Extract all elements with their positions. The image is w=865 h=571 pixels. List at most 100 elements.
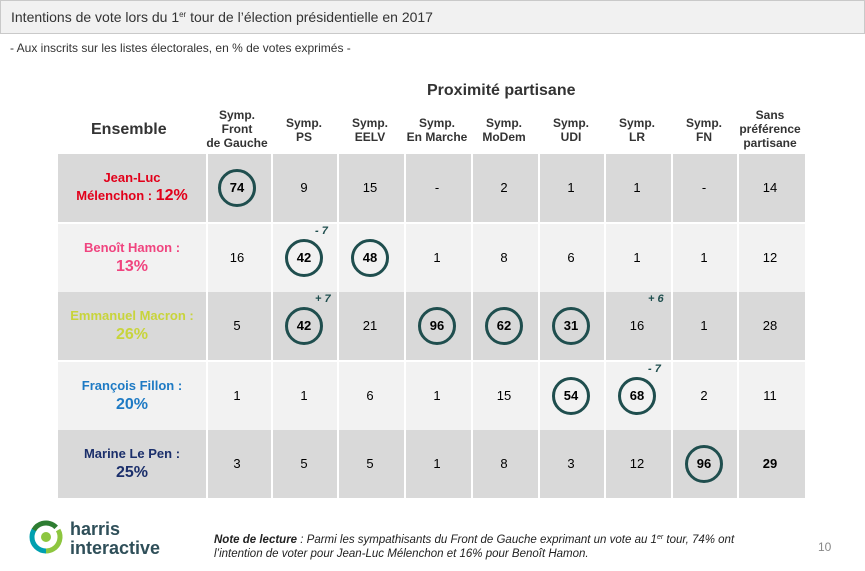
table-row — [58, 224, 805, 292]
column-separator — [271, 430, 273, 498]
column-header: Symp. PS — [269, 116, 339, 144]
candidate-name: Mélenchon : 12% — [58, 187, 206, 205]
column-separator — [671, 154, 673, 222]
column-header-line: partisane — [743, 136, 797, 150]
column-separator — [538, 154, 540, 222]
candidate-label: Marine Le Pen : 25% — [58, 445, 206, 483]
candidate-name: Jean-Luc — [103, 170, 161, 185]
column-header-line: Symp. — [218, 108, 255, 122]
candidate-pct: 25% — [115, 464, 149, 481]
slide-title: Intentions de vote lors du 1er tour de l… — [11, 9, 433, 25]
column-header-line: de Gauche — [206, 136, 268, 150]
value-cell: 5 — [300, 456, 308, 471]
table-row — [58, 154, 805, 222]
column-separator — [671, 362, 673, 430]
candidate-label: Benoît Hamon : 13% — [58, 239, 206, 277]
column-separator — [538, 430, 540, 498]
column-separator — [471, 362, 473, 430]
value-cell: 9 — [300, 180, 308, 195]
value-cell: 62 — [496, 318, 512, 333]
value-cell: 1 — [433, 456, 441, 471]
candidate-name: Emmanuel Macron : — [70, 308, 194, 323]
column-separator — [737, 430, 739, 498]
column-header: Symp. EELV — [335, 116, 405, 144]
column-separator — [404, 292, 406, 360]
value-cell: 42 — [296, 318, 312, 333]
highlight-ring — [552, 307, 590, 345]
column-header-line: En Marche — [406, 130, 468, 144]
column-separator — [604, 224, 606, 292]
value-cell: 28 — [762, 318, 778, 333]
column-separator — [737, 224, 739, 292]
column-separator — [737, 362, 739, 430]
value-cell: 8 — [500, 250, 508, 265]
value-cell: 96 — [696, 456, 712, 471]
group-header: Proximité partisane — [427, 82, 576, 99]
value-cell: 15 — [362, 180, 378, 195]
value-cell: 16 — [629, 318, 645, 333]
value-cell: 42 — [296, 250, 312, 265]
column-separator — [337, 430, 339, 498]
value-cell: 2 — [500, 180, 508, 195]
column-header: Symp. En Marche — [402, 116, 472, 144]
column-header-line: UDI — [560, 130, 582, 144]
column-separator — [471, 430, 473, 498]
value-cell: 3 — [233, 456, 241, 471]
value-cell: 5 — [233, 318, 241, 333]
column-header: Symp. LR — [602, 116, 672, 144]
column-header-line: EELV — [354, 130, 386, 144]
column-separator — [538, 224, 540, 292]
candidate-label: Jean-Luc Mélenchon : 12% — [58, 169, 206, 205]
column-separator — [471, 292, 473, 360]
column-separator — [271, 154, 273, 222]
column-separator — [337, 154, 339, 222]
candidate-pct: 13% — [115, 258, 149, 275]
page-number: 10 — [818, 540, 832, 554]
column-separator — [271, 362, 273, 430]
candidate-name: Benoît Hamon : — [83, 240, 181, 255]
value-cell: 1 — [433, 250, 441, 265]
candidate-pct: 20% — [115, 396, 149, 413]
value-cell: 74 — [229, 180, 245, 195]
value-cell: 1 — [567, 180, 575, 195]
value-cell: 1 — [633, 250, 641, 265]
column-header-line: Symp. — [351, 116, 388, 130]
candidate-pct: 12% — [155, 187, 188, 204]
column-separator — [538, 362, 540, 430]
column-separator — [671, 292, 673, 360]
value-cell: 6 — [366, 388, 374, 403]
highlight-ring — [285, 239, 323, 277]
column-header: Symp. MoDem — [469, 116, 539, 144]
slide-subtitle: - Aux inscrits sur les listes électorale… — [10, 41, 351, 55]
ensemble-header: Ensemble — [91, 121, 167, 138]
column-header: Symp. Front de Gauche — [202, 108, 272, 150]
column-header-line: MoDem — [482, 130, 526, 144]
column-header-line: Sans — [755, 108, 785, 122]
value-cell: 29 — [762, 456, 778, 471]
column-separator — [404, 362, 406, 430]
value-cell: 5 — [366, 456, 374, 471]
column-separator — [538, 292, 540, 360]
value-cell: 68 — [629, 388, 645, 403]
column-separator — [604, 154, 606, 222]
column-header: Symp. UDI — [536, 116, 606, 144]
value-cell: 11 — [763, 388, 777, 403]
value-cell: - — [701, 180, 707, 195]
highlight-ring — [418, 307, 456, 345]
column-separator — [737, 292, 739, 360]
table-row — [58, 362, 805, 430]
column-separator — [337, 224, 339, 292]
candidate-label: Emmanuel Macron : 26% — [58, 307, 206, 345]
column-header-line: Symp. — [485, 116, 522, 130]
candidate-name-part: Mélenchon : — [76, 188, 156, 203]
column-separator — [737, 154, 739, 222]
highlight-ring — [485, 307, 523, 345]
value-cell: 54 — [563, 388, 579, 403]
column-header-line: PS — [295, 130, 312, 144]
value-cell: 8 — [500, 456, 508, 471]
value-cell: 1 — [700, 250, 708, 265]
value-cell: 12 — [762, 250, 778, 265]
value-cell: 1 — [700, 318, 708, 333]
delta-annotation: + 7 — [315, 293, 331, 305]
value-cell: 3 — [567, 456, 575, 471]
